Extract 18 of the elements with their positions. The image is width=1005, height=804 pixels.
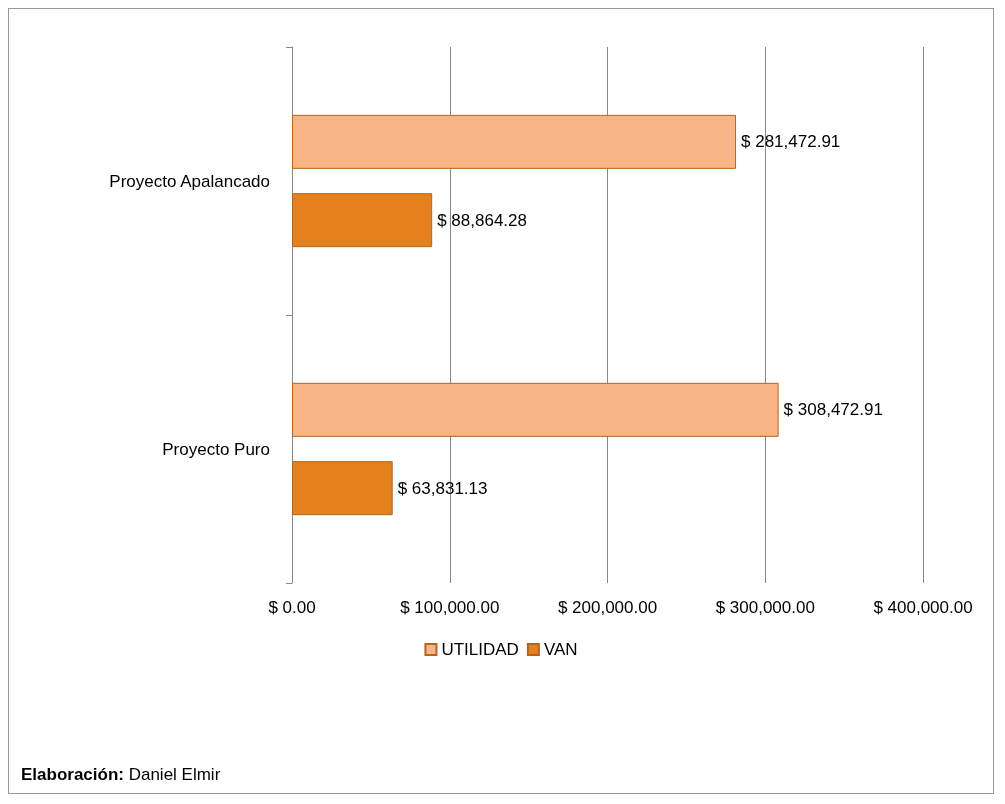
data-label: $ 63,831.13 xyxy=(397,478,488,498)
text: Elaboración: Daniel Elmir xyxy=(21,765,221,784)
data-label: $ 88,864.28 xyxy=(437,210,527,230)
y-tick-label: Proyecto Apalancado xyxy=(109,171,270,191)
x-tick-label: $ 300,000.00 xyxy=(715,598,815,617)
legend-label: UTILIDAD xyxy=(441,640,519,659)
bar xyxy=(292,382,779,437)
x-tick-label: $ 100,000.00 xyxy=(400,598,500,617)
data-label: $ 308,472.91 xyxy=(783,400,883,420)
x-tick-label: $ 0.00 xyxy=(268,598,316,617)
y-tick-label: Proyecto Puro xyxy=(162,439,270,459)
x-tick-label: $ 200,000.00 xyxy=(557,598,658,617)
legend-label: VAN xyxy=(543,640,578,659)
data-label: $ 281,472.91 xyxy=(741,132,841,152)
bar xyxy=(292,461,393,516)
bar xyxy=(292,193,433,248)
x-tick-label: $ 400,000.00 xyxy=(873,598,973,617)
bar xyxy=(292,114,737,169)
